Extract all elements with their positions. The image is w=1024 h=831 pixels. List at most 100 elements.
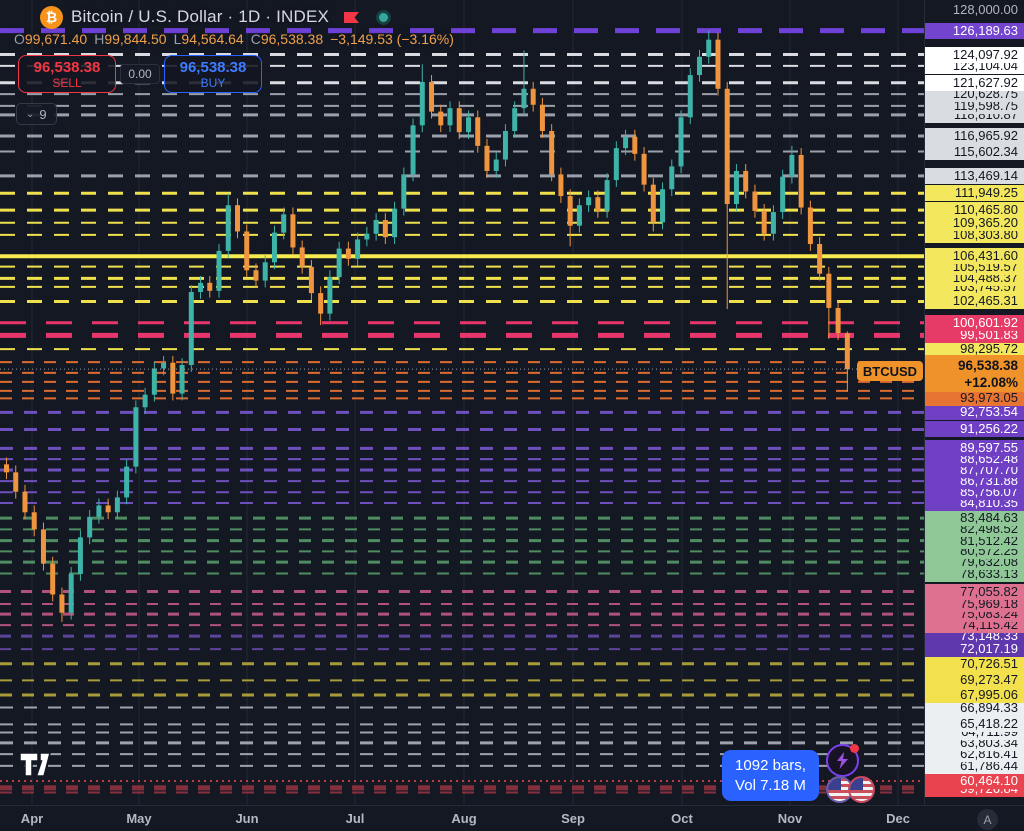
time-axis[interactable]: A Apr May Jun Jul Aug Sep Oct Nov Dec [0,805,1024,831]
bars-info-badge: 1092 bars, Vol 7.18 M [722,750,819,801]
candle-body [271,232,277,263]
candle-body [798,154,804,208]
candle-body [124,466,130,498]
ohlc-value: 96,538.38 [260,31,324,47]
lightning-alert-icon[interactable] [826,744,859,777]
current-price-change: +12.08% [964,375,1018,390]
symbol-title[interactable]: Bitcoin / U.S. Dollar · 1D · INDEX [71,7,330,26]
ohlc-value: 94,564.64 [181,31,244,47]
candle-body [13,472,19,492]
candle-body [502,131,508,160]
axis-price-label: 75,969.18 [925,595,1024,612]
bars-count: 1092 bars, [735,756,806,774]
candle-body [77,537,83,574]
candle-body [207,282,213,291]
month-label: Oct [671,811,693,826]
candle-body [22,491,28,513]
candle-body [733,170,739,205]
axis-price-label: 109,365.20 [925,214,1024,231]
candle-body [188,291,194,366]
candle-body [40,529,46,564]
ohlc-key: H [94,31,105,47]
ohlc-value: 99,671.40 [24,31,88,47]
candle-body [216,250,222,291]
axis-price-label: 116,965.92 [925,127,1024,144]
candle-body [697,56,702,76]
candle-body [687,75,693,118]
candle-body [68,573,74,613]
candle-body [475,117,481,146]
chevron-down-icon: ⌄ [26,108,35,120]
auto-scale-button[interactable]: A [977,809,998,830]
candle-body [262,262,268,281]
candle-body [623,136,629,149]
candle-body [743,170,749,192]
spread-value: 0.00 [120,64,160,84]
candle-body [161,362,167,369]
axis-price-label: 110,465.80 [925,202,1024,219]
candle-body [373,220,379,234]
sell-button[interactable]: 96,538.38 SELL [18,55,116,93]
axis-price-label: 102,465.31 [925,293,1024,310]
sell-label: SELL [52,75,82,90]
market-flags[interactable] [824,776,888,804]
axis-price-label: 115,602.34 [925,143,1024,160]
current-price-value: 96,538.38 [957,358,1018,373]
candle-body [641,153,647,185]
buy-label: BUY [200,75,226,90]
axis-price-label: 89,597.55 [925,440,1024,457]
candle-body [59,594,65,613]
candle-body [392,208,398,238]
ohlc-values: O99,671.40 H99,844.50 L94,564.64 C96,538.38… [14,31,454,47]
candle-body [632,136,638,154]
candle-body [650,184,656,223]
candle-body [308,266,314,294]
candle-body [318,293,324,314]
candle-body [290,214,296,248]
axis-price-label: 128,000.00 [952,2,1018,17]
spread-box: 0.00 [117,64,163,84]
candle-body [419,81,425,126]
axis-price-label: 99,501.83 [925,327,1024,344]
candle-body [817,244,823,274]
candle-body [724,88,730,205]
axis-price-label: 121,627.92 [925,74,1024,91]
month-label: Jul [345,811,365,826]
ohlc-key: L [173,31,182,47]
us-flag-icon [848,776,875,803]
tradingview-logo[interactable] [19,752,53,777]
candle-body [50,563,56,595]
candle-body [179,365,185,394]
candle-body [576,205,582,226]
candle-body [327,277,333,314]
market-status-icon [376,9,392,25]
buy-price: 96,538.38 [179,58,247,76]
candle-body [429,81,435,112]
candle-body [604,180,610,211]
axis-price-label: 67,995.06 [925,686,1024,703]
interval-count-dropdown[interactable]: ⌄ 9 [16,103,57,125]
candle-body [253,270,259,281]
candle-body [567,196,573,226]
month-label: Sep [561,811,585,826]
candle-body [613,148,619,181]
candle-body [493,159,499,171]
current-price-axis-label: 96,538.38 +12.08% [925,355,1024,392]
candle-body [105,505,111,513]
chart-canvas[interactable]: ₿ Bitcoin / U.S. Dollar · 1D · INDEX O99… [0,0,924,805]
axis-price-label: 100,601.92 [925,314,1024,331]
buy-button[interactable]: 96,538.38 BUY [164,55,262,93]
candle-body [595,197,601,211]
candle-body [466,117,471,133]
candle-body [170,362,176,394]
candle-body [382,220,388,238]
candle-body [336,248,342,278]
candle-body [87,516,93,538]
candle-body [456,108,462,133]
month-label: Dec [886,811,910,826]
price-axis[interactable]: 59,726.8460,464.1061,786.4462,816.4163,8… [924,0,1024,805]
candle-body [31,512,37,530]
chip-value: 9 [39,106,47,122]
flag-icon[interactable] [343,11,360,24]
